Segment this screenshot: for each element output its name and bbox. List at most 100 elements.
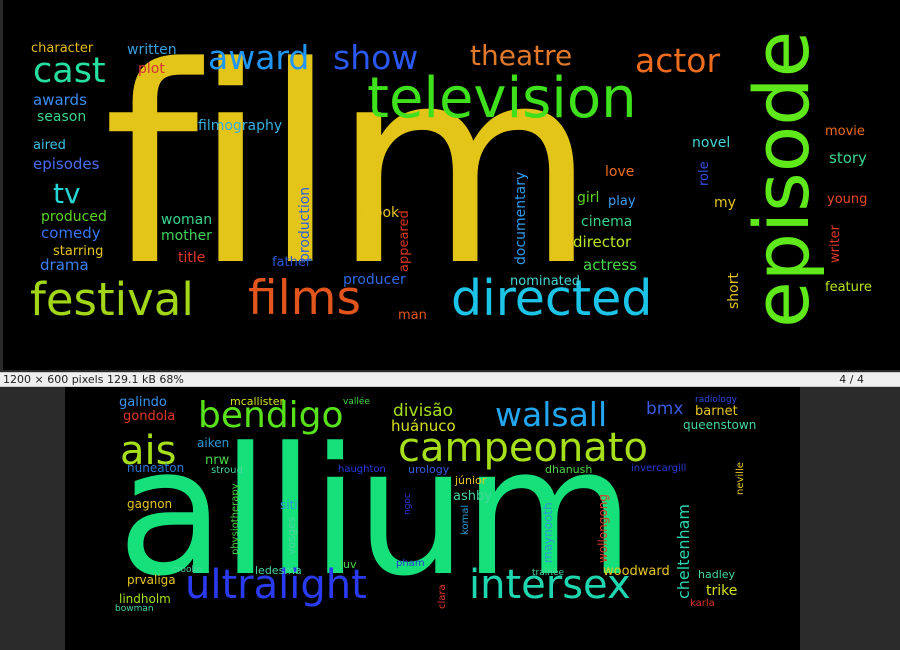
word-hadley: hadley (698, 568, 736, 581)
word-vosges: vosges (285, 516, 298, 555)
word-allium: allium (117, 410, 635, 615)
word-man: man (398, 308, 427, 323)
word-bmx: bmx (646, 399, 684, 419)
word-nrw: nrw (205, 453, 230, 468)
word-title: title (178, 250, 206, 266)
word-comedy: comedy (41, 224, 101, 242)
word-produced: produced (41, 209, 107, 225)
word-actress: actress (583, 256, 638, 274)
word-ais: ais (120, 428, 177, 474)
word-appeared: appeared (397, 210, 412, 272)
word-cloud-film: film television episode directed festiva… (3, 0, 900, 370)
word-starring: starring (53, 244, 104, 259)
word-pham: pham (396, 558, 425, 569)
word-maynooth: maynooth (541, 502, 555, 563)
word-clara: clara (437, 584, 448, 609)
word-aired: aired (33, 138, 66, 153)
word-woodward: woodward (603, 564, 670, 579)
word-tv: tv (53, 177, 81, 210)
word-ledesma: ledesma (255, 564, 302, 577)
word-filmography: filmography (198, 118, 283, 134)
word-drama: drama (40, 256, 89, 274)
word-awards: awards (33, 91, 87, 109)
word-junior: júnior (455, 474, 487, 487)
word-production: production (297, 186, 313, 262)
word-play: play (608, 194, 636, 209)
word-plot: plot (138, 61, 165, 77)
word-story: story (829, 149, 867, 167)
word-wollongong: wollongong (596, 494, 610, 563)
word-nominated: nominated (510, 274, 581, 289)
word-invercargill: invercargill (631, 463, 687, 474)
word-barnet: barnet (695, 404, 738, 419)
word-trainee: trainee (532, 568, 565, 578)
word-nuneaton: nuneaton (127, 461, 185, 475)
image-viewer-bottom: allium campeonato bendigo walsall ais ul… (0, 387, 900, 650)
word-award: award (208, 38, 310, 77)
word-physiotherapy: physiotherapy (230, 483, 241, 555)
word-father: father (272, 255, 312, 270)
word-gondola: gondola (123, 409, 176, 424)
word-divisao: divisão (393, 401, 453, 421)
word-short: short (726, 273, 742, 309)
word-aiken: aiken (197, 436, 230, 450)
word-girl: girl (577, 190, 600, 206)
word-character: character (31, 41, 94, 56)
word-written: written (127, 42, 177, 58)
word-film: film (103, 10, 597, 326)
word-cast: cast (33, 51, 106, 91)
word-radiology: radiology (695, 395, 737, 405)
word-gagnon: gagnon (127, 497, 173, 511)
word-season: season (37, 109, 87, 125)
word-television: television (367, 66, 637, 131)
word-galindo: galindo (119, 395, 167, 410)
word-bendigo: bendigo (198, 395, 344, 436)
word-karla: karla (690, 598, 715, 609)
word-woman: woman (161, 212, 213, 228)
word-ngoc: ngoc (403, 493, 413, 515)
word-cheltenham: cheltenham (674, 503, 693, 599)
word-theatre: theatre (470, 39, 573, 72)
word-director: director (573, 233, 632, 251)
image-info: 1200 × 600 pixels 129.1 kB 68% (3, 373, 184, 386)
status-bar: 1200 × 600 pixels 129.1 kB 68% 4 / 4 (0, 372, 900, 387)
word-intersex: intersex (469, 562, 631, 608)
word-writer: writer (828, 224, 843, 263)
word-films: films (248, 271, 361, 326)
word-young: young (827, 192, 868, 207)
word-book: book (365, 205, 400, 221)
word-mother: mother (161, 228, 212, 244)
word-walsall: walsall (495, 395, 608, 434)
word-role: role (697, 161, 712, 186)
word-urology: urology (408, 463, 450, 476)
word-episode: episode (737, 30, 826, 328)
word-directed: directed (451, 270, 653, 327)
word-vallee: vallée (343, 397, 370, 407)
word-festival: festival (30, 273, 194, 326)
word-feature: feature (825, 280, 872, 295)
word-neville: neville (735, 462, 746, 495)
word-trike: trike (706, 583, 738, 599)
word-stroud: stroud (211, 465, 243, 476)
word-cloud-allium: allium campeonato bendigo walsall ais ul… (65, 387, 800, 650)
word-luv: luv (340, 558, 357, 571)
word-haughton: haughton (338, 464, 386, 475)
word-crooke: crooke (172, 565, 202, 575)
word-queenstown: queenstown (683, 418, 757, 432)
word-movie: movie (825, 124, 865, 139)
word-episodes: episodes (33, 155, 100, 173)
word-show: show (333, 38, 419, 77)
word-dhanush: dhanush (545, 463, 593, 476)
word-novel: novel (692, 135, 731, 151)
word-actor: actor (635, 41, 721, 80)
word-my: my (714, 195, 736, 211)
word-komal: komal (460, 504, 471, 535)
word-love: love (605, 164, 635, 180)
page-counter: 4 / 4 (839, 373, 864, 386)
word-lindholm: lindholm (119, 592, 171, 606)
word-producer: producer (343, 272, 406, 288)
word-documentary: documentary (513, 171, 529, 265)
word-huanuco: huánuco (391, 417, 456, 435)
word-ashby: ashby (453, 489, 492, 504)
word-prvaliga: prvaliga (127, 573, 176, 587)
